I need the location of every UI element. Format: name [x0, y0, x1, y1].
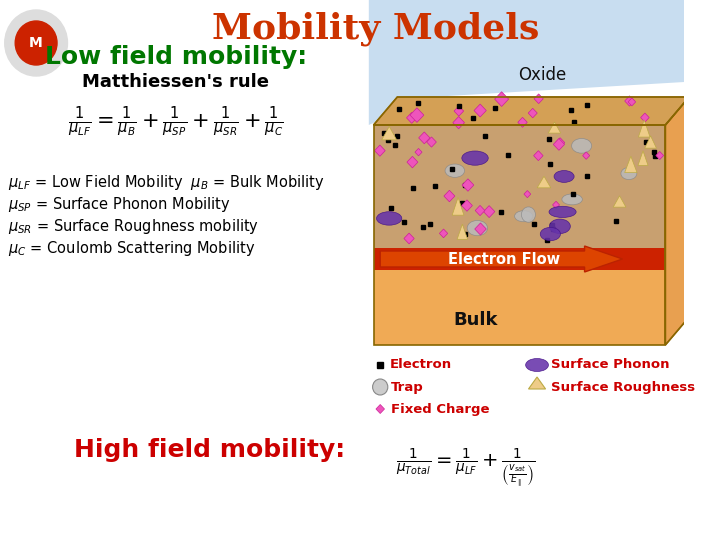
Ellipse shape: [621, 167, 636, 180]
Polygon shape: [439, 229, 448, 238]
Polygon shape: [552, 201, 559, 208]
Circle shape: [373, 379, 388, 395]
Polygon shape: [462, 179, 474, 191]
Polygon shape: [454, 106, 464, 116]
Polygon shape: [404, 233, 414, 244]
Text: $\frac{1}{\mu_{LF}} = \frac{1}{\mu_{B}} + \frac{1}{\mu_{SP}} + \frac{1}{\mu_{SR}: $\frac{1}{\mu_{LF}} = \frac{1}{\mu_{B}} …: [68, 105, 284, 139]
Polygon shape: [524, 191, 531, 198]
Text: Oxide: Oxide: [518, 66, 566, 84]
Polygon shape: [553, 138, 564, 150]
Polygon shape: [462, 200, 472, 211]
Polygon shape: [410, 108, 424, 123]
Polygon shape: [537, 176, 551, 188]
Polygon shape: [374, 145, 385, 156]
Ellipse shape: [554, 171, 574, 183]
Polygon shape: [495, 92, 508, 106]
Ellipse shape: [521, 207, 536, 222]
Polygon shape: [474, 104, 486, 117]
Ellipse shape: [526, 359, 549, 372]
Polygon shape: [625, 96, 634, 106]
Text: $\mu_{C}$ = Coulomb Scattering Mobility: $\mu_{C}$ = Coulomb Scattering Mobility: [8, 239, 255, 258]
Polygon shape: [639, 120, 650, 137]
Polygon shape: [376, 404, 384, 414]
Ellipse shape: [562, 194, 582, 205]
Ellipse shape: [549, 219, 570, 234]
Polygon shape: [475, 205, 485, 215]
Circle shape: [15, 21, 57, 65]
Text: Matthiessen's rule: Matthiessen's rule: [82, 73, 269, 91]
Polygon shape: [374, 248, 665, 270]
Polygon shape: [644, 136, 657, 148]
Polygon shape: [555, 138, 564, 147]
Polygon shape: [374, 125, 665, 248]
FancyArrow shape: [380, 246, 623, 272]
Polygon shape: [382, 126, 397, 140]
Polygon shape: [457, 224, 467, 239]
Polygon shape: [625, 156, 637, 173]
Polygon shape: [656, 151, 664, 160]
Polygon shape: [415, 148, 422, 156]
Polygon shape: [534, 151, 543, 160]
Text: Trap: Trap: [391, 381, 423, 394]
Polygon shape: [613, 196, 626, 207]
Circle shape: [5, 10, 68, 76]
Polygon shape: [483, 206, 495, 218]
Ellipse shape: [467, 220, 487, 236]
Polygon shape: [407, 157, 418, 168]
Polygon shape: [528, 109, 537, 118]
Polygon shape: [641, 113, 649, 122]
Polygon shape: [369, 0, 685, 125]
Polygon shape: [427, 137, 436, 147]
Text: Surface Roughness: Surface Roughness: [552, 381, 696, 394]
Polygon shape: [548, 122, 561, 133]
Polygon shape: [407, 112, 417, 123]
Polygon shape: [628, 98, 636, 106]
Ellipse shape: [445, 164, 464, 177]
Polygon shape: [518, 117, 527, 127]
Text: Electron: Electron: [390, 359, 452, 372]
Text: Surface Phonon: Surface Phonon: [552, 359, 670, 372]
Polygon shape: [528, 377, 546, 389]
Text: Electron Flow: Electron Flow: [448, 252, 560, 267]
Polygon shape: [582, 152, 590, 159]
Ellipse shape: [549, 206, 576, 218]
Text: High field mobility:: High field mobility:: [74, 438, 346, 462]
Polygon shape: [534, 94, 544, 104]
Polygon shape: [452, 198, 464, 215]
Polygon shape: [374, 270, 665, 345]
Polygon shape: [374, 97, 689, 125]
Ellipse shape: [572, 138, 592, 153]
Text: $\mu_{LF}$ = Low Field Mobility  $\mu_{B}$ = Bulk Mobility: $\mu_{LF}$ = Low Field Mobility $\mu_{B}…: [8, 172, 325, 192]
Text: Mobility Models: Mobility Models: [212, 12, 539, 46]
Ellipse shape: [540, 227, 560, 241]
Ellipse shape: [462, 151, 488, 165]
Text: $\mu_{SP}$ = Surface Phonon Mobility: $\mu_{SP}$ = Surface Phonon Mobility: [8, 195, 230, 214]
Text: $\frac{1}{\mu_{Total}} = \frac{1}{\mu_{LF}} + \frac{1}{\left(\frac{v_{sat}}{E_{\: $\frac{1}{\mu_{Total}} = \frac{1}{\mu_{L…: [396, 447, 536, 489]
Text: Low field mobility:: Low field mobility:: [45, 45, 307, 69]
Ellipse shape: [377, 212, 402, 225]
Polygon shape: [638, 151, 648, 165]
Polygon shape: [444, 190, 455, 202]
Text: Fixed Charge: Fixed Charge: [391, 402, 489, 415]
Text: $\mu_{SR}$ = Surface Roughness mobility: $\mu_{SR}$ = Surface Roughness mobility: [8, 218, 258, 237]
Text: M: M: [30, 36, 43, 50]
Text: Bulk: Bulk: [453, 311, 498, 329]
Polygon shape: [453, 117, 464, 129]
Ellipse shape: [515, 211, 533, 222]
Polygon shape: [474, 223, 486, 235]
Polygon shape: [665, 97, 689, 345]
Polygon shape: [418, 132, 430, 144]
